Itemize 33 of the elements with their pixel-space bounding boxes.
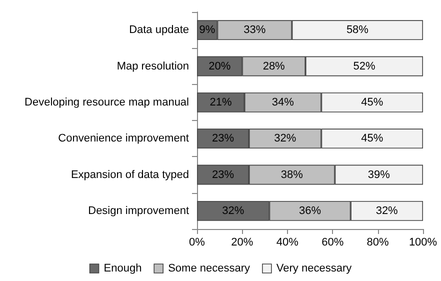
x-tick-label: 0%: [189, 236, 206, 248]
x-tick-label: 40%: [276, 236, 299, 248]
data-label: 32%: [376, 204, 398, 217]
legend-label: Enough: [104, 262, 142, 274]
x-tick-label: 80%: [366, 236, 390, 248]
y-tick-label: Design improvement: [88, 204, 189, 217]
data-label: 32%: [222, 204, 244, 217]
data-label: 20%: [208, 60, 231, 72]
y-tick-label: Convenience improvement: [58, 132, 189, 145]
data-label: 52%: [353, 60, 376, 72]
y-tick-label: Data update: [129, 24, 189, 36]
data-label: 23%: [212, 132, 234, 145]
legend-label: Very necessary: [276, 262, 352, 274]
data-label: 34%: [272, 96, 294, 108]
data-label: 39%: [368, 168, 390, 181]
data-label: 58%: [346, 24, 369, 36]
data-label: 21%: [210, 96, 232, 108]
data-label: 28%: [262, 60, 286, 72]
data-label: 32%: [274, 132, 296, 145]
data-label: 45%: [361, 132, 384, 145]
data-label: 23%: [212, 168, 234, 181]
y-tick-label: Map resolution: [116, 60, 189, 72]
data-label: 38%: [280, 168, 304, 181]
data-label: 45%: [361, 96, 384, 108]
x-tick-label: 100%: [408, 236, 438, 248]
x-tick-label: 60%: [322, 236, 344, 248]
legend-label: Some necessary: [168, 262, 251, 274]
data-label: 33%: [244, 24, 266, 36]
x-tick-label: 20%: [231, 236, 254, 248]
y-tick-label: Expansion of data typed: [70, 168, 189, 181]
data-label: 9%: [199, 24, 216, 36]
y-tick-label: Developing resource map manual: [24, 96, 189, 108]
data-label: 36%: [298, 204, 322, 217]
